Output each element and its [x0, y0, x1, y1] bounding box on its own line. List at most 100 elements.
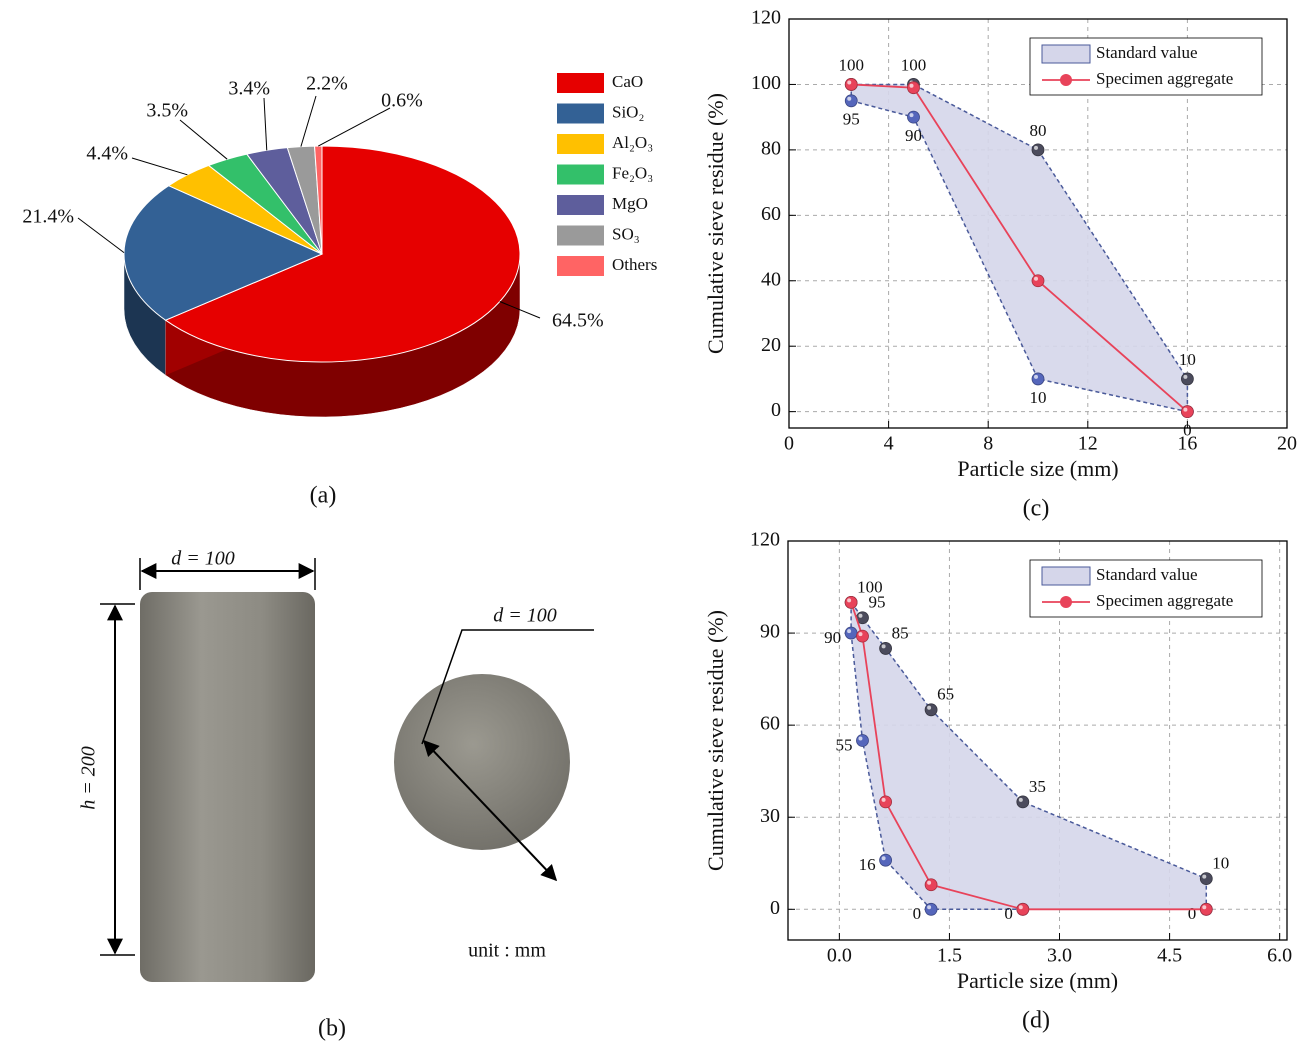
highlight: [1034, 146, 1038, 150]
point: [908, 111, 920, 123]
point: [1200, 873, 1212, 885]
data-label: 80: [1030, 121, 1047, 140]
data-label: 0: [913, 904, 922, 923]
legend-label: Specimen aggregate: [1096, 591, 1233, 610]
standard-band: [851, 602, 1206, 909]
y-axis-title: Cumulative sieve residue (%): [703, 93, 728, 354]
y-tick-label: 0: [770, 897, 780, 919]
point: [880, 854, 892, 866]
point: [1032, 144, 1044, 156]
data-label: 10: [1212, 854, 1229, 873]
leader-line: [180, 120, 227, 159]
legend-label: Specimen aggregate: [1096, 69, 1233, 88]
data-label: 3.5%: [146, 100, 188, 122]
highlight: [882, 856, 886, 860]
height-label: h = 200: [78, 746, 100, 810]
highlight: [858, 737, 862, 741]
legend-label: Standard value: [1096, 43, 1198, 62]
highlight: [847, 598, 851, 602]
point: [925, 704, 937, 716]
x-tick-label: 3.0: [1047, 945, 1072, 967]
highlight: [1019, 798, 1023, 802]
legend-swatch: [557, 256, 604, 276]
legend-marker: [1060, 74, 1072, 86]
point: [845, 627, 857, 639]
leader-line: [132, 158, 187, 175]
legend-swatch: [1042, 45, 1090, 63]
y-tick-label: 60: [761, 203, 781, 225]
y-tick-label: 80: [761, 137, 781, 159]
highlight: [1034, 375, 1038, 379]
point: [1181, 373, 1193, 385]
y-tick-label: 120: [750, 529, 780, 551]
data-label: 4.4%: [86, 143, 128, 165]
data-label: 10: [1030, 388, 1047, 407]
disc: [394, 674, 570, 850]
legend-marker: [1060, 596, 1072, 608]
point: [1032, 275, 1044, 287]
point: [925, 879, 937, 891]
highlight: [847, 629, 851, 633]
point: [908, 82, 920, 94]
legend-swatch: [557, 226, 604, 246]
x-tick-label: 0: [784, 433, 794, 455]
x-axis-title: Particle size (mm): [957, 456, 1118, 481]
highlight: [882, 798, 886, 802]
page: {"chart_data": [ {"type": "pie3d", "pane…: [0, 0, 1312, 1057]
data-label: 55: [835, 735, 852, 754]
diameter-label: d = 100: [171, 548, 235, 570]
data-label: 90: [905, 126, 922, 145]
legend-label: CaO: [612, 72, 643, 91]
diameter-label: d = 100: [493, 605, 557, 627]
x-tick-label: 4: [884, 433, 894, 455]
unit-label: unit : mm: [468, 940, 546, 962]
legend-label: Others: [612, 255, 657, 274]
legend-label: SO₃: [612, 224, 640, 243]
panel-label: (d): [1022, 1008, 1050, 1034]
highlight: [1202, 875, 1206, 879]
figure: d = 100 h = 200 d = 100 unit : mm (b) 64…: [0, 0, 1312, 1052]
x-tick-label: 0.0: [827, 945, 852, 967]
legend-swatch: [557, 134, 604, 154]
y-axis-title: Cumulative sieve residue (%): [703, 610, 728, 871]
legend-swatch: [557, 104, 604, 124]
data-label: 95: [843, 110, 860, 129]
x-tick-label: 12: [1078, 433, 1098, 455]
data-label: 0: [1188, 904, 1197, 923]
leader-line: [301, 96, 316, 147]
y-tick-label: 60: [760, 713, 780, 735]
highlight: [1183, 375, 1187, 379]
data-label: 16: [859, 855, 876, 874]
highlight: [847, 97, 851, 101]
point: [845, 596, 857, 608]
legend-label: Standard value: [1096, 565, 1198, 584]
y-tick-label: 0: [771, 399, 781, 421]
cylinder: [140, 592, 315, 982]
highlight: [1202, 905, 1206, 909]
legend-swatch: [557, 73, 604, 93]
data-label: 85: [892, 623, 909, 642]
y-tick-label: 90: [760, 621, 780, 643]
y-tick-label: 20: [761, 334, 781, 356]
panel-label: (a): [310, 483, 337, 509]
point: [1017, 903, 1029, 915]
point: [1181, 406, 1193, 418]
highlight: [1183, 408, 1187, 412]
point: [856, 735, 868, 747]
point: [845, 78, 857, 90]
highlight: [1034, 277, 1038, 281]
legend-label: Al₂O₃: [612, 133, 653, 152]
panel-label: (b): [318, 1016, 346, 1042]
data-label: 2.2%: [306, 73, 348, 95]
leader-line: [78, 218, 124, 253]
data-label: 0.6%: [381, 90, 423, 112]
point: [1017, 796, 1029, 808]
point: [845, 95, 857, 107]
x-tick-label: 20: [1277, 433, 1297, 455]
leader-line: [264, 98, 267, 150]
y-tick-label: 100: [751, 72, 781, 94]
data-label: 100: [901, 55, 927, 74]
legend-swatch: [557, 195, 604, 215]
specimen-drawing: d = 100 h = 200 d = 100 unit : mm (b): [78, 548, 594, 1042]
x-tick-label: 8: [983, 433, 993, 455]
